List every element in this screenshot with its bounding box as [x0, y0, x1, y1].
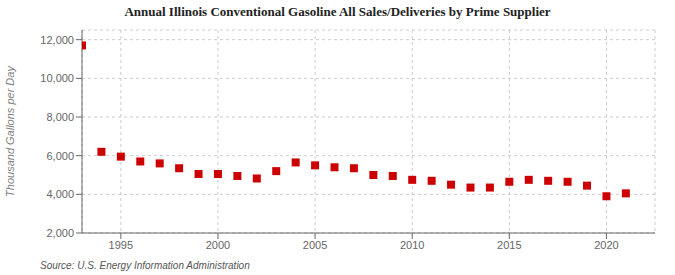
svg-text:12,000: 12,000	[40, 34, 74, 46]
svg-text:6,000: 6,000	[46, 150, 74, 162]
svg-text:Thousand Gallons per Day: Thousand Gallons per Day	[8, 65, 16, 197]
svg-text:8,000: 8,000	[46, 111, 74, 123]
html-text:Annual Illinois Conventional G: Annual Illinois Conventional Gasoline Al…	[124, 4, 551, 19]
svg-text:2010: 2010	[400, 239, 424, 251]
svg-text:1995: 1995	[109, 239, 133, 251]
svg-text:2000: 2000	[206, 239, 230, 251]
svg-text:2015: 2015	[497, 239, 521, 251]
svg-text:2020: 2020	[594, 239, 618, 251]
svg-text:4,000: 4,000	[46, 188, 74, 200]
html-text:Source: U.S. Energy Informatio: Source: U.S. Energy Information Administ…	[40, 260, 250, 271]
svg-text:2005: 2005	[303, 239, 327, 251]
svg-text:2,000: 2,000	[46, 227, 74, 239]
svg-text:10,000: 10,000	[40, 72, 74, 84]
